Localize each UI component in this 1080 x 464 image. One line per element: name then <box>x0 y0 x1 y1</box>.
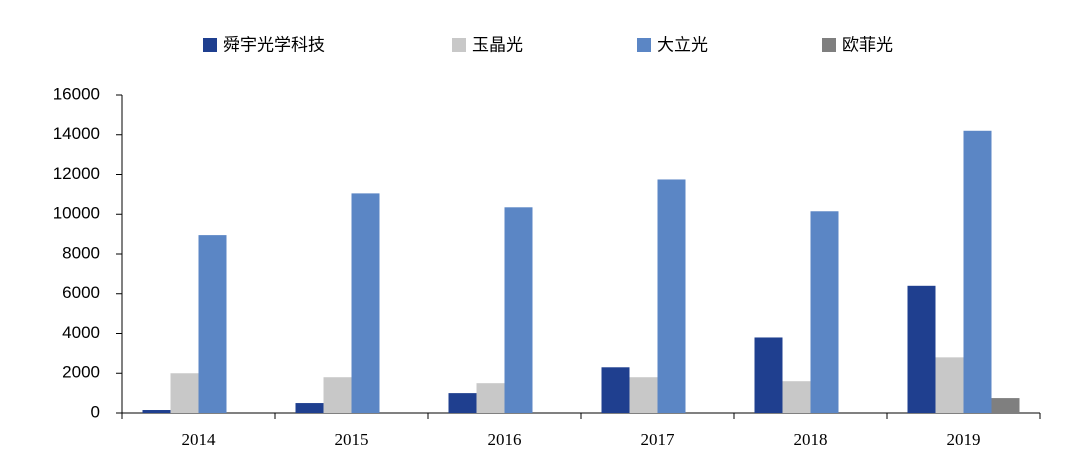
bar <box>351 193 380 413</box>
bar <box>991 398 1020 413</box>
legend-swatch <box>822 38 836 52</box>
bar <box>963 130 992 413</box>
bar <box>657 179 686 413</box>
x-tick-label: 2018 <box>794 430 828 449</box>
bar <box>782 381 811 413</box>
bar <box>504 207 533 413</box>
x-tick-label: 2019 <box>947 430 981 449</box>
y-tick-label: 8000 <box>62 243 100 262</box>
bar <box>754 337 783 413</box>
bar <box>198 235 227 413</box>
legend-label: 大立光 <box>657 35 708 54</box>
bar <box>907 285 936 413</box>
bar <box>629 377 658 413</box>
legend-swatch <box>637 38 651 52</box>
bar <box>295 403 324 413</box>
legend-label: 欧菲光 <box>842 35 893 54</box>
bar <box>142 410 171 413</box>
bar <box>170 373 199 413</box>
x-tick-label: 2017 <box>641 430 676 449</box>
legend-label: 玉晶光 <box>472 35 523 54</box>
bar <box>476 383 505 413</box>
y-tick-label: 6000 <box>62 283 100 302</box>
y-tick-label: 14000 <box>53 124 100 143</box>
y-tick-label: 0 <box>91 402 100 421</box>
y-tick-label: 10000 <box>53 204 100 223</box>
legend-swatch <box>203 38 217 52</box>
bar <box>810 211 839 413</box>
y-tick-label: 2000 <box>62 363 100 382</box>
bar <box>935 357 964 413</box>
y-tick-label: 4000 <box>62 323 100 342</box>
x-tick-label: 2015 <box>335 430 369 449</box>
legend-label: 舜宇光学科技 <box>223 35 325 54</box>
x-tick-label: 2016 <box>488 430 522 449</box>
bar <box>601 367 630 413</box>
y-tick-label: 12000 <box>53 164 100 183</box>
bar <box>448 393 477 413</box>
y-tick-label: 16000 <box>53 84 100 103</box>
bar <box>323 377 352 413</box>
x-tick-label: 2014 <box>182 430 217 449</box>
legend-swatch <box>452 38 466 52</box>
